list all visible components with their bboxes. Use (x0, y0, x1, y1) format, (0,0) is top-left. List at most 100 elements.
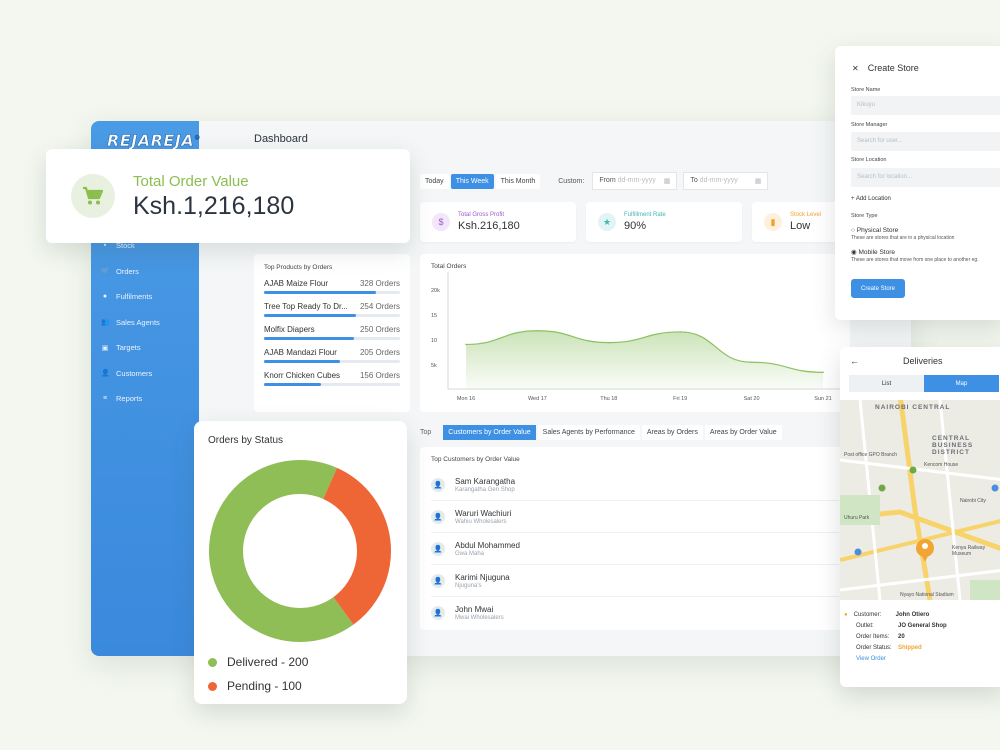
items-value: 20 (898, 633, 905, 640)
product-orders: 205 Orders (359, 348, 400, 357)
map-label: CENTRAL BUSINESS DISTRICT (932, 435, 974, 456)
sidebar-item-label: Targets (116, 343, 141, 353)
total-order-value-card: Total Order Value Ksh.1,216,180 (46, 149, 410, 243)
logo[interactable]: REJAREJA® (107, 131, 201, 151)
stat-gross-profit: $ Total Gross Profit Ksh.216,180 (420, 202, 576, 242)
tab-areas-by-order-value[interactable]: Areas by Order Value (704, 425, 782, 440)
customer-label: Customer: (853, 611, 882, 618)
from-placeholder: dd-mm-yyyy (617, 177, 656, 184)
create-store-panel: ✕ Create Store Store Name Kikuyu Store Ma… (835, 46, 1000, 320)
product-row: AJAB Maize Flour 328 Orders (264, 279, 400, 294)
ranking-tabs: Top Customers by Order Value Sales Agents… (420, 425, 782, 440)
radio-physical-desc: These are stores that are in a physical … (851, 235, 955, 241)
sidebar-item-stock[interactable]: ▪ Stock (91, 233, 199, 259)
add-location-label: Add Location (855, 196, 891, 202)
pin-icon: ● (844, 611, 848, 618)
y-tick-label: 10 (431, 338, 437, 344)
view-order-link[interactable]: View Order (856, 655, 886, 662)
data-point (679, 331, 681, 333)
map-label: Nyayo National Stadium (900, 592, 954, 598)
map-label: Post office GPO Branch (844, 452, 897, 458)
back-arrow-icon[interactable]: ← (850, 356, 859, 366)
tab-customers-by-order-value[interactable]: Customers by Order Value (443, 425, 536, 440)
y-tick-label: 15 (431, 313, 437, 319)
customer-shop: Mwai Wholesalers (455, 615, 504, 621)
customer-row[interactable]: 👤 Karimi Njuguna Njuguna's (431, 565, 839, 597)
tab-sales-agents-by-performance[interactable]: Sales Agents by Performance (537, 425, 640, 440)
sidebar-item-fulfilments[interactable]: ● Fulfilments (91, 284, 199, 310)
tab-areas-by-orders[interactable]: Areas by Orders (641, 425, 703, 440)
cart-icon (71, 174, 115, 218)
sidebar-item-customers[interactable]: 👤 Customers (91, 361, 199, 387)
sidebar-item-sales-agents[interactable]: 👥 Sales Agents (91, 310, 199, 336)
customers-list: 👤 Sam Karangatha Karangatha Gen Shop 👤 Warur… (431, 469, 839, 629)
product-line: AJAB Maize Flour 328 Orders (264, 279, 400, 288)
deliveries-title: Deliveries (903, 356, 943, 366)
product-bar-track (264, 291, 400, 294)
tabs-lead: Top (420, 429, 432, 436)
items-label: Order Items: (856, 633, 890, 640)
delivery-status-row: Order Status: Shipped (856, 642, 947, 653)
box-icon: ▪ (103, 242, 107, 250)
customer-name: Waruri Wachiuri (455, 508, 512, 518)
product-bar-fill (264, 337, 354, 340)
product-bar-fill (264, 383, 322, 386)
store-name-input[interactable]: Kikuyu (851, 96, 1000, 115)
customer-row[interactable]: 👤 Abdul Mohammed Gwa Maha (431, 533, 839, 565)
stat-label: Total Gross Profit (458, 212, 505, 218)
user-icon: 👤 (431, 541, 445, 556)
data-point (608, 341, 610, 344)
store-manager-input[interactable]: Search for user... (851, 132, 1000, 151)
product-row: Knorr Chicken Cubes 156 Orders (264, 371, 400, 386)
sidebar-item-orders[interactable]: 🛒 Orders (91, 259, 199, 285)
product-bar-fill (264, 291, 376, 294)
radio-mobile-store[interactable]: ◉ Mobile Store These are stores that move… (851, 249, 979, 263)
y-tick-label: 20k (431, 288, 440, 294)
user-icon: 👤 (431, 477, 445, 492)
customer-row[interactable]: 👤 Sam Karangatha Karangatha Gen Shop (431, 469, 839, 501)
customer-row[interactable]: 👤 Waruri Wachiuri Wahiu Wholesalers (431, 501, 839, 533)
sidebar-item-reports[interactable]: ≡ Reports (91, 386, 199, 412)
sidebar-item-targets[interactable]: ▣ Targets (91, 335, 199, 361)
customer-icon: 👤 (101, 370, 110, 378)
delivery-info: ● Customer: John Otiero Outlet: JO General … (844, 609, 947, 664)
close-icon[interactable]: ✕ (852, 63, 859, 73)
to-date-input[interactable]: To dd-mm-yyyy ▦ (683, 172, 769, 190)
create-store-title: Create Store (867, 63, 919, 73)
legend-delivered: Delivered - 200 (208, 655, 308, 669)
delivery-view-row: View Order (856, 653, 947, 664)
customer-name: Sam Karangatha (455, 476, 516, 486)
x-tick-label: Sat 20 (744, 396, 760, 402)
tab-map[interactable]: Map (924, 375, 999, 392)
top-products-list: AJAB Maize Flour 328 Orders Tree Top Ready… (264, 279, 400, 386)
create-store-button[interactable]: Create Store (851, 279, 905, 298)
stat-value: 90% (624, 220, 647, 232)
top-customers-card: Top Customers by Order Value 👤 Sam Karang… (420, 447, 850, 630)
add-location-button[interactable]: + Add Location (851, 196, 891, 202)
outlet-label: Outlet: (856, 622, 874, 629)
outlet-value: JO General Shop (898, 622, 947, 629)
customer-shop: Gwa Maha (455, 550, 485, 557)
filter-this-month[interactable]: This Month (495, 173, 541, 189)
radio-physical-store[interactable]: ○ Physical Store These are stores that ar… (851, 227, 955, 241)
product-orders: 250 Orders (359, 325, 400, 334)
data-point (822, 371, 824, 374)
page-title: Dashboard (254, 133, 308, 145)
delivery-map[interactable]: NAIROBI CENTRAL CENTRAL BUSINESS DISTRIC… (840, 400, 1000, 600)
product-bar-track (264, 314, 400, 317)
product-bar-track (264, 337, 400, 340)
user-icon: 👤 (431, 606, 445, 620)
filter-today[interactable]: Today (420, 173, 449, 189)
top-products-title: Top Products by Orders (264, 264, 333, 271)
custom-label: Custom: (558, 177, 585, 185)
tab-list[interactable]: List (849, 375, 924, 392)
from-date-input[interactable]: From dd-mm-yyyy ▦ (592, 172, 678, 190)
customer-row[interactable]: 👤 John Mwai Mwai Wholesalers (431, 597, 839, 629)
store-location-input[interactable]: Search for location... (851, 168, 1000, 187)
store-type-label: Store Type (851, 213, 878, 219)
logo-mark: ® (194, 134, 201, 142)
store-location-label: Store Location (851, 157, 887, 163)
filter-this-week[interactable]: This Week (450, 173, 494, 189)
delivery-items-row: Order Items: 20 (856, 631, 947, 642)
sidebar-item-label: Sales Agents (116, 317, 160, 327)
